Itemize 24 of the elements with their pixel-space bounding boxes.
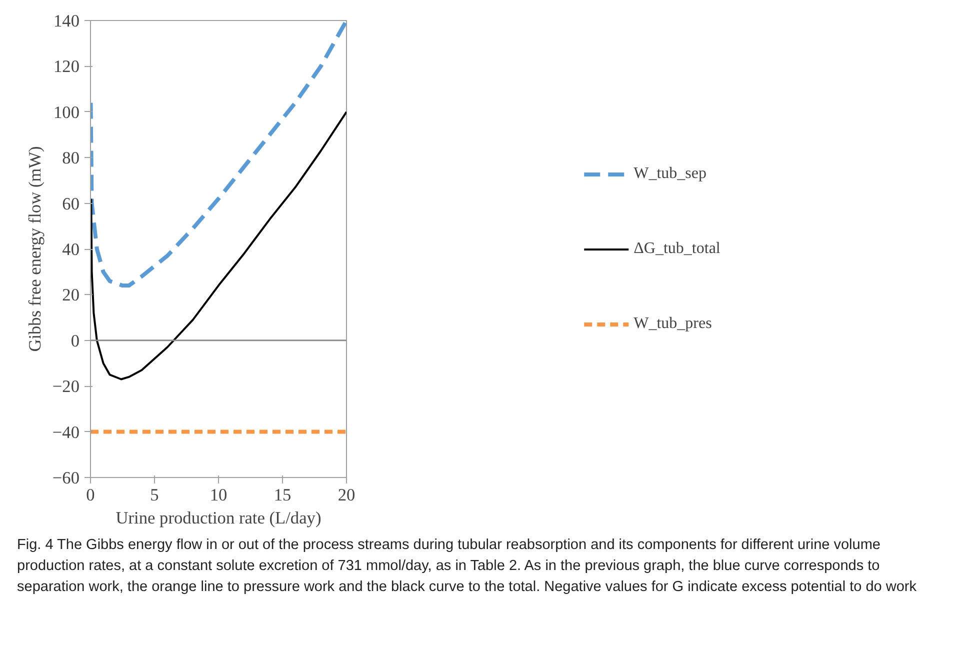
y-tick-label: −40 [52,422,80,442]
x-axis-title: Urine production rate (L/day) [116,508,322,528]
y-tick-label: 20 [62,286,80,305]
x-tick-label: 10 [210,486,228,504]
y-tick-label: 60 [62,194,80,214]
y-tick-label: −60 [52,468,80,488]
legend-label: W_tub_pres [634,314,712,332]
y-axis-title: Gibbs free energy flow (mW) [25,146,44,352]
legend-label: W_tub_sep [634,164,707,182]
x-tick-label: 15 [274,486,292,504]
y-tick-label: 0 [70,331,80,350]
x-tick-label: 20 [338,486,356,504]
line-series [90,110,346,380]
y-tick-label: 120 [54,57,80,76]
x-tick-label: 0 [86,486,95,504]
y-tick-label: 80 [62,148,80,168]
y-tick-label: 140 [54,12,80,30]
y-tick-label: 100 [54,102,80,122]
y-tick-label: −20 [52,377,80,396]
line-series [90,20,346,288]
legend-label: ΔG_tub_total [634,240,720,258]
x-tick-label: 5 [150,486,159,504]
caption: Fig. 4 The Gibbs energy flow in or out of the process streams during tubular reabsorption and its components for different urine volume production rates, at a constant solute excretion of 731 mmol/day, as in Table 2. As in the previous graph, the blue curve corresponds to separation work, the orange line to pressure work and the black curve to the total. Negative values for G indicate excess potential to do work [17,536,918,598]
y-tick-label: 40 [62,240,80,259]
